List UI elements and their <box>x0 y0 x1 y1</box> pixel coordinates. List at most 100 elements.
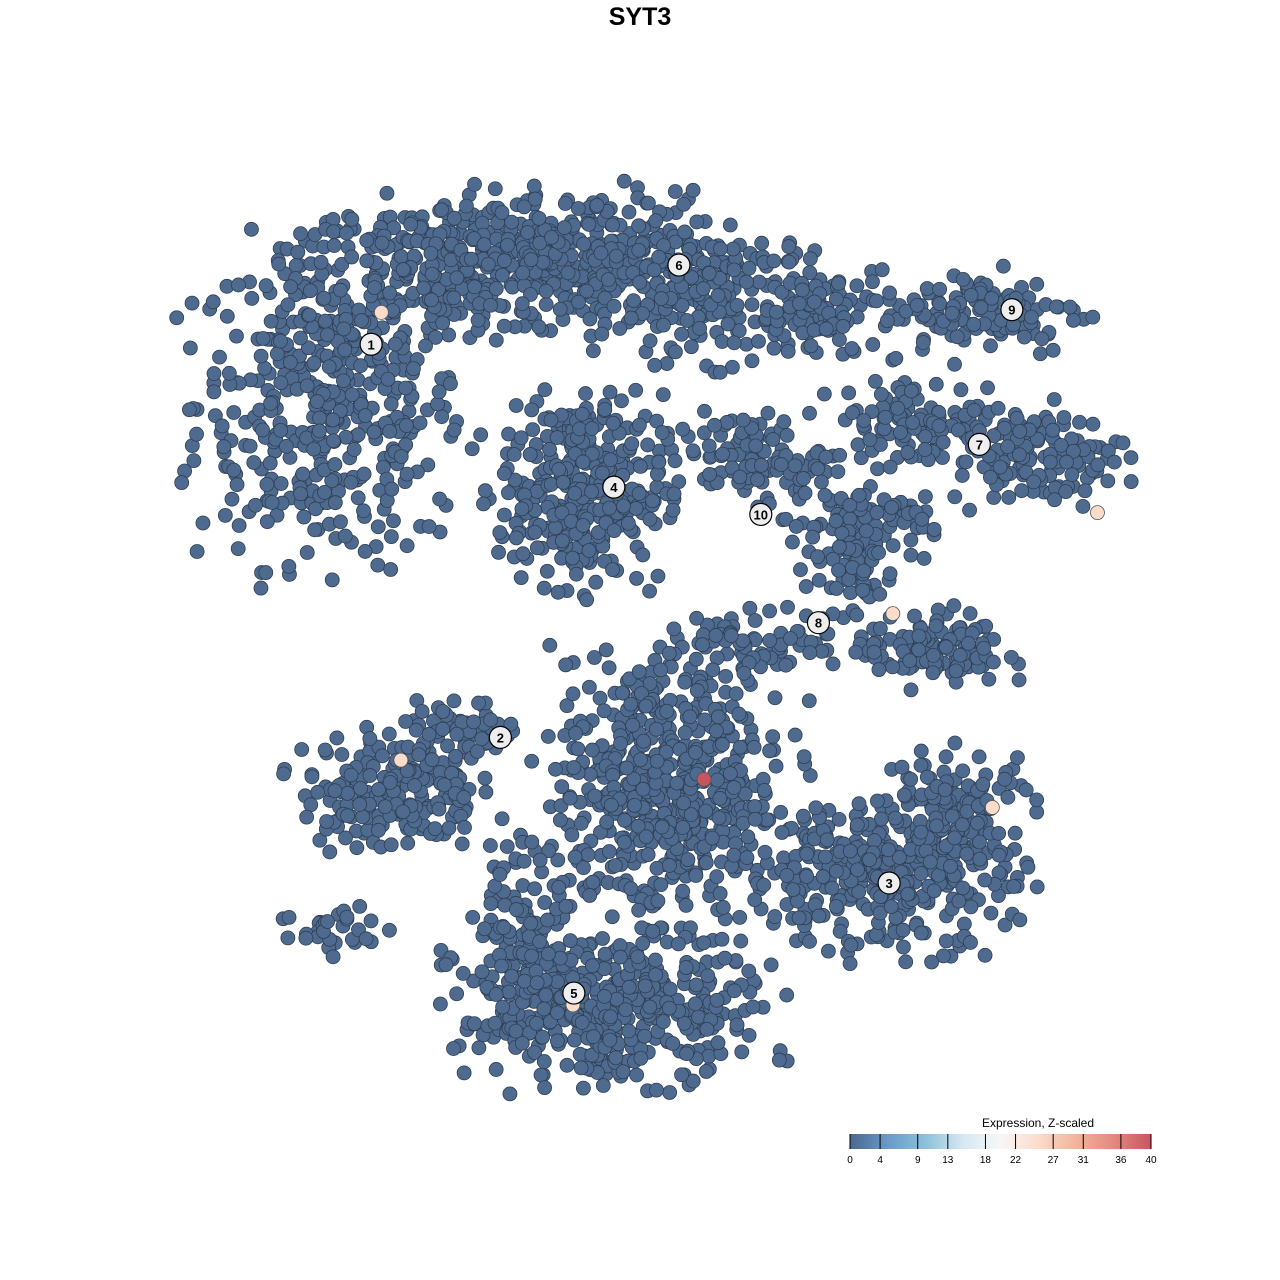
cell-point <box>633 1050 649 1066</box>
cell-point <box>382 285 398 301</box>
cell-point <box>463 251 479 267</box>
cell-point <box>548 520 563 536</box>
cluster-label-text: 8 <box>815 616 822 631</box>
cell-point <box>206 384 222 400</box>
cell-point <box>913 925 929 941</box>
cell-point <box>406 361 421 377</box>
cell-point <box>913 743 929 759</box>
cell-point <box>379 185 395 201</box>
cell-point <box>955 880 971 896</box>
cell-point <box>435 704 451 719</box>
cell-point <box>492 525 508 540</box>
cell-point <box>1034 331 1050 347</box>
cell-point <box>329 730 345 746</box>
cell-point <box>905 415 920 430</box>
cell-point <box>333 282 348 298</box>
cell-point <box>532 934 548 949</box>
cell-point <box>943 858 958 874</box>
cell-point <box>432 491 448 507</box>
cluster-label-5: 5 <box>562 981 586 1005</box>
cell-point <box>774 825 790 840</box>
cell-point <box>744 297 760 313</box>
cell-point <box>339 225 354 241</box>
cell-point <box>495 999 511 1015</box>
cell-point <box>688 651 704 667</box>
cell-point <box>872 586 888 602</box>
cell-point <box>582 311 598 327</box>
cell-point <box>531 210 547 226</box>
cell-point <box>540 946 556 962</box>
cell-point <box>748 438 764 454</box>
cell-point <box>642 333 658 349</box>
cell-point <box>562 790 578 806</box>
cell-point <box>688 977 704 993</box>
cell-point <box>688 868 704 883</box>
cell-point <box>438 957 454 973</box>
cell-point <box>473 427 489 443</box>
cell-point <box>602 1032 618 1048</box>
cell-point <box>656 317 671 333</box>
cell-point <box>972 834 987 850</box>
cell-point <box>576 860 591 876</box>
cell-point <box>773 805 789 820</box>
cell-point <box>865 337 881 352</box>
cell-point <box>349 840 365 856</box>
cell-point <box>1115 435 1131 451</box>
cell-point <box>623 881 639 897</box>
cell-point <box>595 1078 611 1093</box>
cell-point <box>679 1046 695 1062</box>
cell-point <box>416 280 432 296</box>
cell-point <box>685 443 701 459</box>
cell-point <box>820 943 836 959</box>
cell-point <box>802 645 818 661</box>
cluster-label-text: 9 <box>1008 303 1015 318</box>
cell-point <box>631 242 647 258</box>
cell-point <box>446 210 462 226</box>
cell-point <box>750 472 765 488</box>
cell-point <box>904 383 919 399</box>
cell-point <box>986 490 1002 505</box>
cell-point <box>744 353 760 369</box>
cell-point <box>918 489 933 505</box>
cell-point <box>845 405 860 421</box>
cell-point <box>896 787 912 803</box>
cell-point <box>632 275 648 290</box>
cell-point <box>712 364 728 380</box>
cell-point <box>951 893 967 909</box>
cell-point <box>494 205 510 220</box>
cell-point <box>542 637 558 653</box>
cell-point <box>954 817 970 833</box>
cell-point <box>548 761 563 777</box>
cell-point <box>403 216 419 232</box>
cell-point <box>768 304 784 320</box>
cell-point <box>728 686 744 702</box>
cell-point <box>216 439 232 455</box>
cell-point <box>640 195 656 211</box>
cell-point <box>692 321 708 336</box>
cell-point <box>869 927 884 943</box>
cell-point <box>293 330 308 346</box>
cell-point <box>668 344 683 360</box>
cell-point <box>667 453 683 469</box>
cell-point <box>184 295 200 311</box>
cell-point <box>615 685 630 701</box>
cell-point <box>811 572 827 588</box>
cell-point <box>666 621 682 637</box>
cell-point <box>1047 492 1062 508</box>
cell-point <box>815 869 831 885</box>
cell-point <box>903 771 919 787</box>
cell-point <box>842 843 858 859</box>
cell-point <box>779 427 795 443</box>
cell-point <box>554 505 570 521</box>
cell-point <box>566 760 582 775</box>
points-layer <box>169 173 1139 1102</box>
cell-point <box>842 956 858 972</box>
cell-point <box>1009 410 1025 426</box>
cell-point <box>903 547 919 563</box>
cell-point <box>506 447 522 462</box>
colorbar-tick-label: 31 <box>1078 1155 1090 1166</box>
cell-point <box>983 338 998 354</box>
cell-point <box>680 852 696 868</box>
cell-point <box>947 489 963 505</box>
cell-point <box>520 225 535 240</box>
